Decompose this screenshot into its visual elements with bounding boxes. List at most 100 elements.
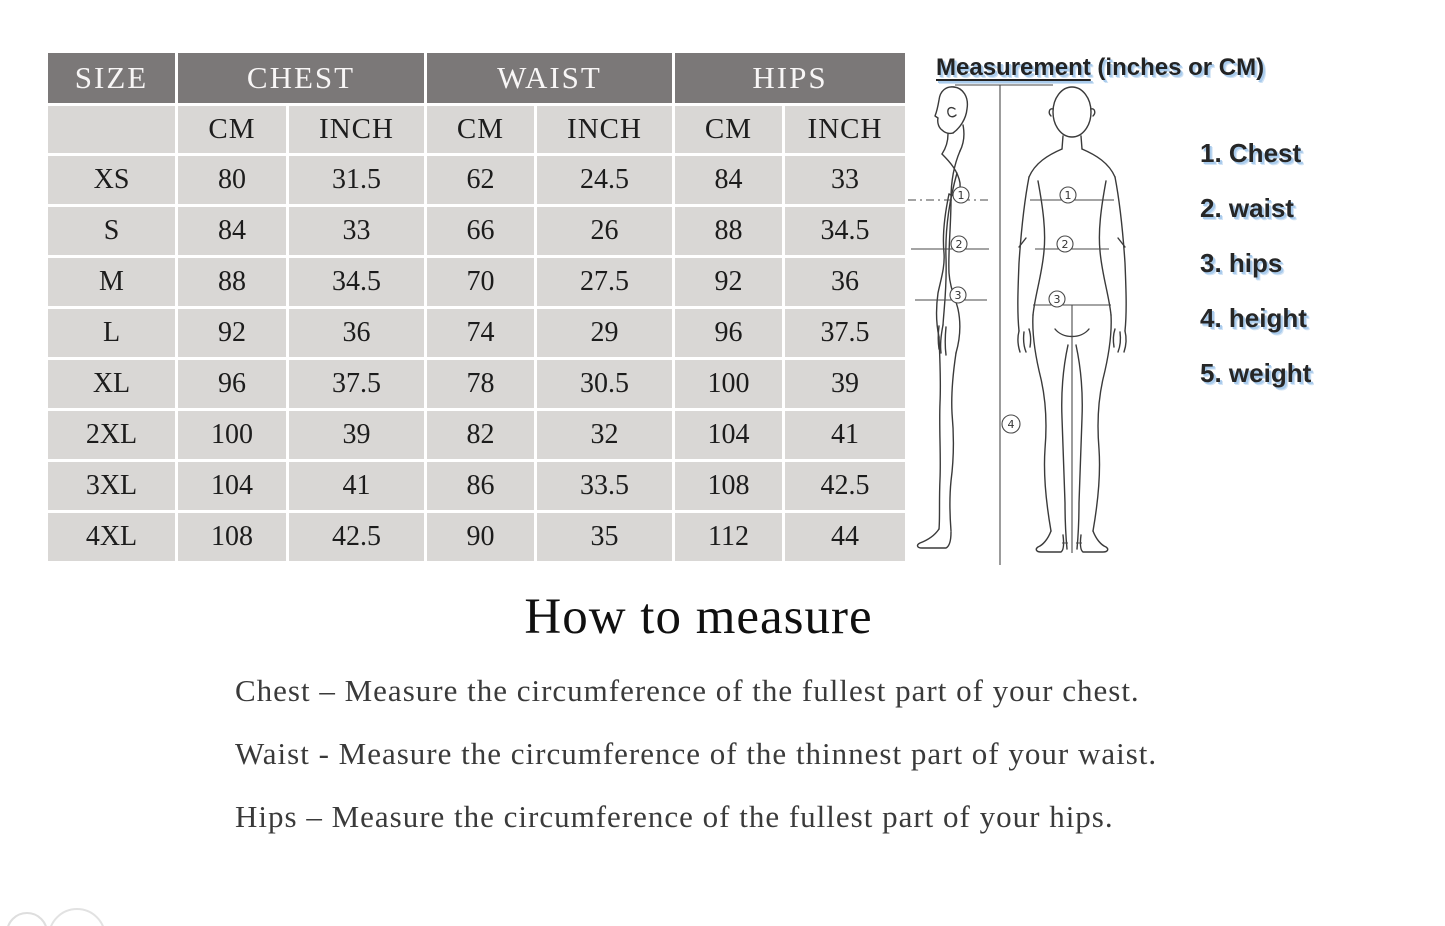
svg-text:1: 1 (958, 189, 965, 202)
marker-chest-side-icon: 1 (952, 186, 970, 204)
svg-text:4: 4 (1008, 418, 1015, 431)
legend-item-weight: 5. weight (1200, 358, 1312, 388)
instruction-hips: Hips – Measure the circumference of the … (235, 799, 1114, 834)
how-to-measure-heading: How to measure (524, 589, 873, 645)
cell-hips-cm: 96 (675, 309, 782, 357)
cell-waist-inch: 32 (537, 411, 672, 459)
cell-chest-inch: 41 (289, 462, 424, 510)
cell-size: 2XL (48, 411, 175, 459)
unit-cell-empty (48, 106, 175, 153)
cell-hips-cm: 100 (675, 360, 782, 408)
cell-chest-inch: 42.5 (289, 513, 424, 561)
unit-cell-chest-cm: CM (178, 106, 286, 153)
svg-text:3: 3 (955, 289, 962, 302)
cell-chest-cm: 96 (178, 360, 286, 408)
cell-size: L (48, 309, 175, 357)
cell-hips-cm: 112 (675, 513, 782, 561)
cell-size: XL (48, 360, 175, 408)
side-view-figure-icon (908, 86, 989, 549)
table-row: 4XL 108 42.5 90 35 112 44 (48, 513, 905, 561)
unit-cell-waist-inch: INCH (537, 106, 672, 153)
cell-waist-inch: 35 (537, 513, 672, 561)
legend-item-waist: 2. waist (1200, 193, 1294, 223)
col-header-size: SIZE (48, 53, 175, 103)
body-measurement-diagram: 1 2 3 1 2 3 4 (908, 84, 1127, 565)
cell-chest-inch: 39 (289, 411, 424, 459)
svg-text:3: 3 (1054, 293, 1061, 306)
cell-size: 3XL (48, 462, 175, 510)
marker-waist-back-icon: 2 (1056, 235, 1074, 253)
table-unit-row: CM INCH CM INCH CM INCH (48, 106, 905, 153)
cell-hips-inch: 36 (785, 258, 905, 306)
cell-waist-inch: 27.5 (537, 258, 672, 306)
marker-hips-side-icon: 3 (949, 286, 967, 304)
cell-waist-cm: 82 (427, 411, 534, 459)
cell-waist-inch: 30.5 (537, 360, 672, 408)
cell-waist-cm: 66 (427, 207, 534, 255)
cell-size: M (48, 258, 175, 306)
svg-text:2: 2 (956, 238, 963, 251)
cell-size: XS (48, 156, 175, 204)
cell-chest-cm: 92 (178, 309, 286, 357)
cell-hips-cm: 92 (675, 258, 782, 306)
cell-hips-cm: 84 (675, 156, 782, 204)
measurement-legend: 1. Chest 2. waist 3. hips 4. height 5. w… (1200, 138, 1311, 413)
measurement-title: Measurement (inches or CM) (936, 54, 1264, 82)
cell-waist-cm: 78 (427, 360, 534, 408)
cell-waist-cm: 70 (427, 258, 534, 306)
table-row: XS 80 31.5 62 24.5 84 33 (48, 156, 905, 204)
unit-cell-hips-inch: INCH (785, 106, 905, 153)
marker-hips-back-icon: 3 (1048, 290, 1066, 308)
unit-cell-waist-cm: CM (427, 106, 534, 153)
cell-hips-cm: 108 (675, 462, 782, 510)
measurement-title-word: Measurement (936, 54, 1091, 81)
cell-waist-cm: 62 (427, 156, 534, 204)
marker-waist-side-icon: 2 (950, 235, 968, 253)
table-row: XL 96 37.5 78 30.5 100 39 (48, 360, 905, 408)
cell-chest-cm: 84 (178, 207, 286, 255)
cell-hips-cm: 104 (675, 411, 782, 459)
cell-waist-inch: 29 (537, 309, 672, 357)
measurement-title-rest: (inches or CM) (1090, 54, 1265, 81)
svg-text:1: 1 (1065, 189, 1072, 202)
size-chart-table: SIZE CHEST WAIST HIPS CM INCH CM INCH CM… (45, 50, 908, 564)
cell-chest-inch: 31.5 (289, 156, 424, 204)
cell-hips-inch: 41 (785, 411, 905, 459)
instruction-waist: Waist - Measure the circumference of the… (235, 736, 1158, 771)
cell-chest-cm: 104 (178, 462, 286, 510)
cell-hips-inch: 33 (785, 156, 905, 204)
cell-chest-inch: 36 (289, 309, 424, 357)
cell-waist-inch: 26 (537, 207, 672, 255)
table-row: S 84 33 66 26 88 34.5 (48, 207, 905, 255)
cell-hips-inch: 39 (785, 360, 905, 408)
table-row: 2XL 100 39 82 32 104 41 (48, 411, 905, 459)
legend-item-height: 4. height (1200, 303, 1307, 333)
cell-waist-inch: 33.5 (537, 462, 672, 510)
cell-chest-cm: 100 (178, 411, 286, 459)
instruction-chest: Chest – Measure the circumference of the… (235, 673, 1140, 708)
cell-waist-cm: 74 (427, 309, 534, 357)
cell-chest-inch: 33 (289, 207, 424, 255)
cell-chest-inch: 37.5 (289, 360, 424, 408)
marker-height-icon: 4 (1001, 414, 1021, 434)
cell-chest-cm: 108 (178, 513, 286, 561)
cell-waist-inch: 24.5 (537, 156, 672, 204)
cell-hips-cm: 88 (675, 207, 782, 255)
cell-hips-inch: 44 (785, 513, 905, 561)
cell-chest-cm: 80 (178, 156, 286, 204)
watermark-circle-icon (6, 912, 48, 926)
table-row: L 92 36 74 29 96 37.5 (48, 309, 905, 357)
svg-text:2: 2 (1062, 238, 1069, 251)
measure-instructions: Chest – Measure the circumference of the… (235, 674, 1157, 863)
col-header-waist: WAIST (427, 53, 672, 103)
back-view-figure-icon (1017, 86, 1127, 553)
legend-item-chest: 1. Chest (1200, 138, 1302, 168)
cell-hips-inch: 42.5 (785, 462, 905, 510)
cell-waist-cm: 86 (427, 462, 534, 510)
cell-size: 4XL (48, 513, 175, 561)
cell-chest-cm: 88 (178, 258, 286, 306)
table-header-row: SIZE CHEST WAIST HIPS (48, 53, 905, 103)
cell-chest-inch: 34.5 (289, 258, 424, 306)
cell-hips-inch: 37.5 (785, 309, 905, 357)
